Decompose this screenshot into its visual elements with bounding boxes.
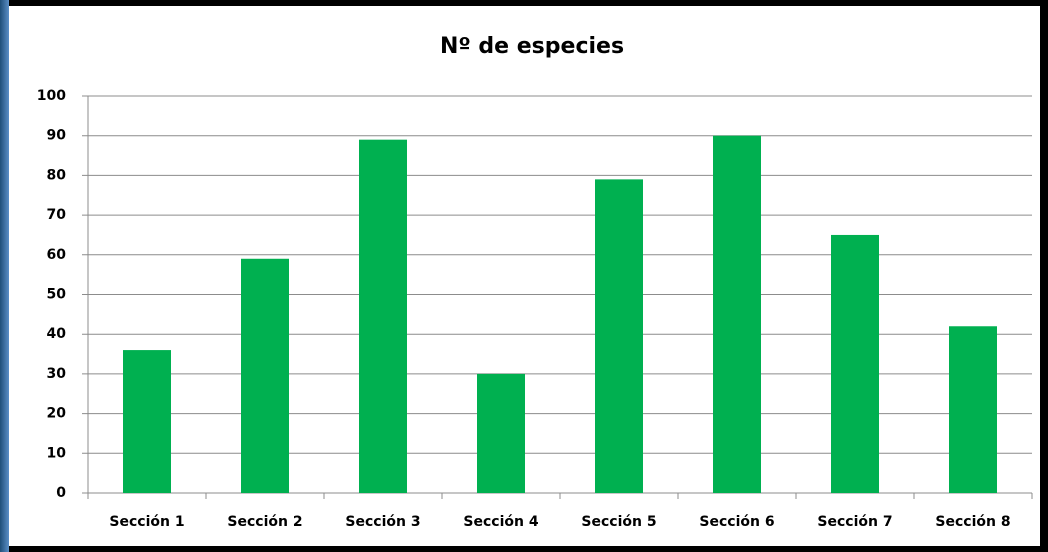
frame-edge [0,0,9,552]
y-tick-label: 50 [47,287,67,303]
y-tick-label: 70 [47,207,67,223]
bar [831,234,879,493]
y-tick-label: 90 [47,128,67,144]
y-tick-label: 40 [47,326,67,342]
bar [477,373,525,493]
x-tick-label: Sección 5 [581,514,656,530]
bar [595,179,643,493]
x-tick-label: Sección 6 [699,514,774,530]
y-tick-label: 60 [47,247,67,263]
x-tick-label: Sección 3 [345,514,420,530]
x-tick-label: Sección 8 [935,514,1010,530]
x-tick-label: Sección 7 [817,514,892,530]
bar [359,139,407,494]
y-tick-label: 10 [47,445,67,461]
bar [241,258,289,493]
x-tick-label: Sección 4 [463,514,538,530]
y-tick-label: 0 [56,485,66,501]
y-tick-label: 30 [47,366,67,382]
y-tick-label: 100 [37,88,66,104]
bar [949,326,997,493]
bar [123,350,171,493]
y-tick-label: 20 [47,406,67,422]
x-tick-label: Sección 1 [109,514,184,530]
chart-title: Nº de especies [440,34,624,59]
bar [713,135,761,493]
y-tick-label: 80 [47,167,67,183]
x-tick-label: Sección 2 [227,514,302,530]
